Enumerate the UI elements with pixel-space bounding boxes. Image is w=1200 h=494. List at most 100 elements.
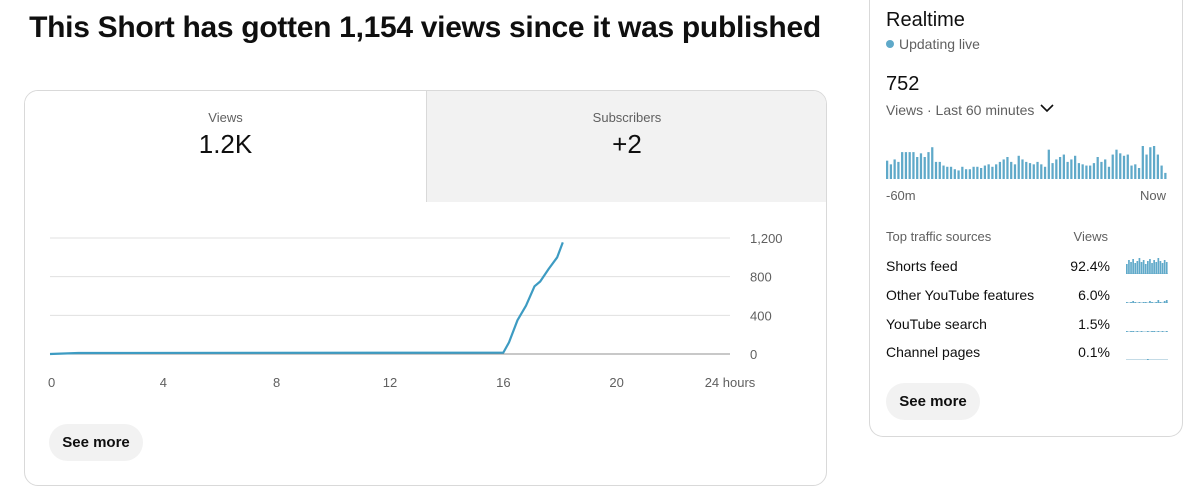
realtime-bar (1021, 159, 1024, 179)
traffic-source-row[interactable]: Shorts feed 92.4% (886, 258, 1168, 278)
sparkline-bar (1163, 260, 1166, 274)
realtime-bar (983, 165, 987, 179)
realtime-bar (1002, 159, 1005, 179)
x-tick-label: 20 (609, 375, 623, 390)
realtime-bar (972, 166, 975, 179)
sparkline-bar (1136, 261, 1139, 274)
realtime-bar (934, 161, 938, 179)
realtime-bar (980, 168, 983, 179)
sparkline-bar (1165, 300, 1168, 303)
realtime-bar (1058, 157, 1062, 179)
sparkline-bar (1138, 302, 1141, 303)
realtime-bar (1055, 159, 1058, 179)
realtime-bar (1096, 157, 1099, 179)
traffic-source-percent: 6.0% (1078, 287, 1110, 303)
realtime-bar (1028, 163, 1032, 179)
realtime-bar (1036, 161, 1039, 179)
live-status: Updating live (886, 36, 980, 52)
sparkline-bar (1153, 260, 1155, 274)
sparkline-bar (1147, 261, 1149, 274)
sparkline-bar (1149, 301, 1151, 303)
sparkline-bar (1165, 262, 1168, 274)
views-value: 1.2K (198, 129, 253, 159)
sparkline-bar (1159, 261, 1162, 274)
y-tick-label: 1,200 (750, 231, 783, 246)
x-tick-label: 0 (48, 375, 55, 390)
realtime-bar (1062, 154, 1065, 179)
realtime-bar (1137, 168, 1141, 179)
realtime-bar (1006, 157, 1009, 179)
realtime-see-more-button[interactable]: See more (886, 383, 980, 420)
traffic-source-name: Shorts feed (886, 258, 958, 274)
traffic-source-sparkline (1126, 300, 1168, 303)
views-chart: 0 400 800 1,200 0 4 8 12 16 20 24 hours (25, 202, 826, 412)
realtime-bar (901, 152, 904, 179)
realtime-bar (1017, 155, 1020, 179)
x-tick-label: 4 (160, 375, 167, 390)
realtime-bar (893, 159, 896, 179)
realtime-count: 752 (886, 73, 920, 95)
traffic-source-sparkline (1126, 258, 1168, 274)
realtime-title: Realtime (886, 9, 965, 31)
period-label: Views · Last 60 minutes (886, 102, 1035, 118)
realtime-bar (1164, 172, 1167, 179)
realtime-bar (1040, 164, 1043, 179)
traffic-source-row[interactable]: Channel pages 0.1% (886, 344, 1168, 364)
realtime-bar (949, 166, 953, 179)
traffic-views-header: Views (1073, 229, 1108, 244)
realtime-bar (942, 165, 945, 179)
realtime-card: Realtime Updating live 752 Views · Last … (869, 0, 1183, 437)
see-more-button[interactable]: See more (49, 424, 143, 461)
tab-subscribers[interactable]: Subscribers +2 (426, 91, 826, 202)
realtime-bar (1032, 164, 1035, 179)
live-dot-icon (886, 40, 894, 48)
sparkline-bar (1155, 262, 1158, 274)
realtime-bar (1119, 153, 1122, 179)
realtime-bar (998, 161, 1002, 179)
sparkline-bar (1134, 302, 1137, 303)
y-tick-label: 800 (750, 270, 772, 285)
sparkline-bar (1144, 264, 1147, 274)
realtime-bar (1047, 149, 1050, 179)
realtime-bar (904, 152, 908, 179)
realtime-bar (1145, 154, 1148, 179)
sparkline-bar (1142, 302, 1145, 303)
sparkline-bar (1142, 260, 1145, 274)
realtime-bar (1111, 154, 1114, 179)
realtime-bar (1025, 161, 1028, 179)
sparkline-bar (1130, 331, 1132, 332)
sparkline-bar (1134, 263, 1137, 274)
realtime-bar (1130, 165, 1133, 179)
traffic-source-sparkline (1126, 359, 1168, 360)
traffic-source-row[interactable]: YouTube search 1.5% (886, 316, 1168, 336)
traffic-source-percent: 0.1% (1078, 344, 1110, 360)
subscribers-label: Subscribers (592, 110, 662, 125)
sparkline-bar (1128, 260, 1130, 274)
traffic-source-percent: 1.5% (1078, 316, 1110, 332)
sparkline-bar (1151, 302, 1153, 303)
traffic-source-row[interactable]: Other YouTube features 6.0% (886, 287, 1168, 307)
traffic-source-sparkline (1126, 331, 1168, 332)
sparkline-bar (1130, 302, 1132, 303)
sparkline-bar (1163, 301, 1166, 303)
sparkline-bar (1161, 263, 1164, 274)
sparkline-bar (1159, 302, 1162, 303)
sparkline-bar (1138, 258, 1141, 274)
realtime-bar (1104, 159, 1107, 179)
sparkline-bar (1151, 331, 1153, 332)
page-headline: This Short has gotten 1,154 views since … (29, 11, 821, 44)
sparkline-bar (1147, 331, 1149, 332)
realtime-bar (995, 164, 998, 179)
realtime-bar (1010, 161, 1013, 179)
tab-views[interactable]: Views 1.2K (25, 91, 426, 202)
realtime-bar (1074, 155, 1077, 179)
realtime-bar (964, 169, 968, 179)
sparkline-bar (1155, 302, 1158, 303)
realtime-bar (1134, 164, 1137, 179)
realtime-bar (938, 161, 941, 179)
live-status-text: Updating live (899, 36, 980, 52)
period-selector[interactable]: Views · Last 60 minutes (886, 100, 1054, 118)
realtime-bar (1066, 161, 1069, 179)
x-tick-label: 24 hours (705, 375, 756, 390)
realtime-bar (957, 170, 960, 179)
